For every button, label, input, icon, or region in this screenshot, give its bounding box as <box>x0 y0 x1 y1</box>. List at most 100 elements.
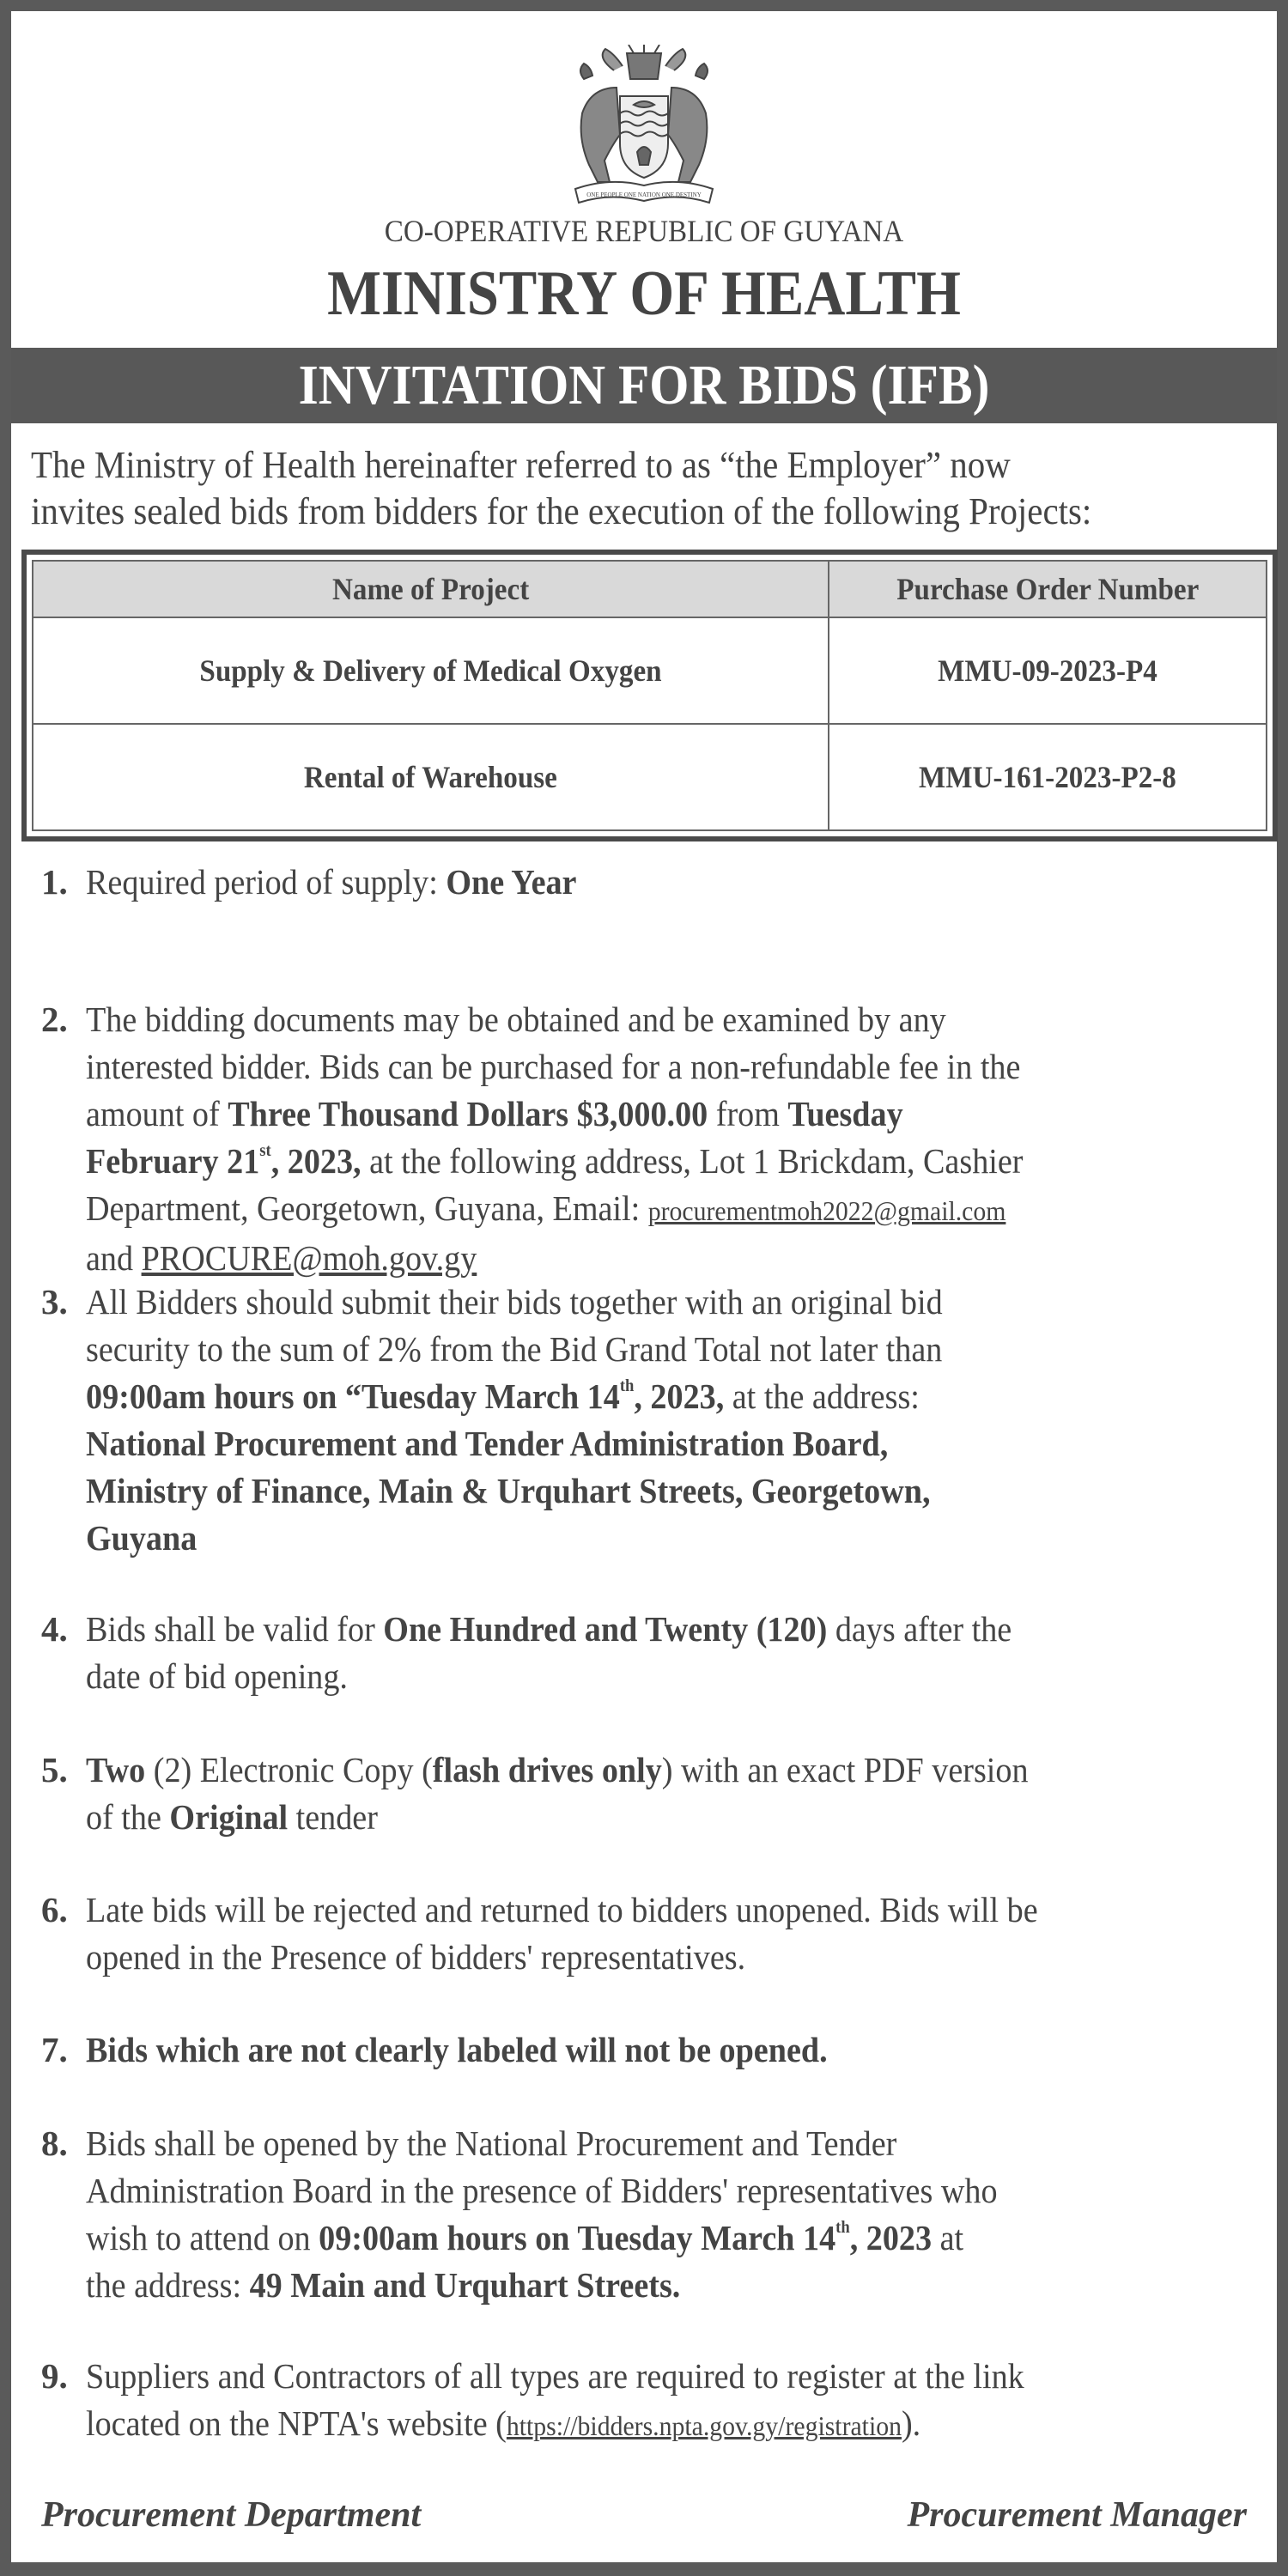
list-item-line: of the Original tender <box>86 1794 1029 1841</box>
text-segment: 09:00am hours on “Tuesday March 14 <box>86 1376 620 1416</box>
list-item-number: 8. <box>41 2123 68 2163</box>
text-segment: of the <box>86 1797 170 1837</box>
text-segment: from <box>708 1094 788 1133</box>
list-item-line: The bidding documents may be obtained an… <box>86 996 1023 1043</box>
table-row: Rental of Warehouse MMU-161-2023-P2-8 <box>32 723 1268 831</box>
text-segment: The bidding documents may be obtained an… <box>86 999 946 1039</box>
link[interactable]: procurementmoh2022@gmail.com <box>647 1195 1006 1226</box>
list-item-line: Required period of supply: One Year <box>86 859 576 906</box>
list-item-line: and PROCURE@moh.gov.gy <box>86 1235 1023 1282</box>
list-item-line: Guyana <box>86 1515 943 1562</box>
link[interactable]: https://bidders.npta.gov.gy/registration <box>506 2410 902 2441</box>
list-item-number: 2. <box>41 999 68 1039</box>
list-item-line: Late bids will be rejected and returned … <box>86 1886 1038 1934</box>
list-item-line: All Bidders should submit their bids tog… <box>86 1279 943 1326</box>
list-item-line: located on the NPTA's website (https://b… <box>86 2400 1024 2450</box>
text-segment: Bids which are not clearly labeled will … <box>86 2030 828 2069</box>
text-segment: Department, Georgetown, Guyana, Email: <box>86 1188 648 1228</box>
list-item-line: 09:00am hours on “Tuesday March 14th, 20… <box>86 1373 943 1420</box>
list-item-line: security to the sum of 2% from the Bid G… <box>86 1326 943 1373</box>
list-item-line: opened in the Presence of bidders' repre… <box>86 1934 1038 1981</box>
text-segment: Two <box>86 1750 146 1789</box>
text-segment: , 2023, <box>634 1376 725 1416</box>
text-segment: Ministry of Finance, Main & Urquhart Str… <box>86 1471 931 1510</box>
table-row: Supply & Delivery of Medical Oxygen MMU-… <box>32 617 1268 725</box>
list-item-number: 7. <box>41 2030 68 2069</box>
text-segment: Original <box>169 1797 289 1837</box>
ministry-title: MINISTRY OF HEALTH <box>327 258 961 329</box>
text-segment: Required period of supply: <box>86 862 447 902</box>
text-segment: at <box>932 2218 964 2257</box>
column-header-project: Name of Project <box>32 560 829 618</box>
text-segment: Tuesday <box>787 1094 903 1133</box>
list-item-number: 1. <box>41 862 68 902</box>
ordinal-suffix: th <box>835 2218 850 2237</box>
text-segment: date of bid opening. <box>86 1656 348 1696</box>
list-item-line: Bids shall be valid for One Hundred and … <box>86 1606 1012 1653</box>
list-item-line: Bids which are not clearly labeled will … <box>86 2026 828 2074</box>
ordinal-suffix: th <box>619 1376 635 1395</box>
list-item-number: 3. <box>41 1282 68 1321</box>
list-item-line: Bids shall be opened by the National Pro… <box>86 2120 998 2167</box>
list-item-line: date of bid opening. <box>86 1653 1012 1700</box>
project-name-cell: Rental of Warehouse <box>32 723 829 831</box>
guyana-coat-of-arms-logo: ONE PEOPLE ONE NATION ONE DESTINY <box>574 45 714 204</box>
text-segment: flash drives only <box>432 1750 662 1789</box>
text-segment: ). <box>901 2403 921 2443</box>
republic-title: CO-OPERATIVE REPUBLIC OF GUYANA <box>384 214 904 248</box>
text-segment: tender <box>288 1797 378 1837</box>
text-segment: Suppliers and Contractors of all types a… <box>86 2356 1024 2396</box>
text-segment: 09:00am hours on Tuesday March 14 <box>319 2218 836 2257</box>
text-segment: at the following address, Lot 1 Brickdam… <box>361 1141 1024 1181</box>
intro-line: invites sealed bids from bidders for the… <box>31 490 1092 532</box>
projects-table: Name of Project Purchase Order Number Su… <box>21 550 1278 841</box>
banner: INVITATION FOR BIDS (IFB) <box>11 348 1277 423</box>
intro-line: The Ministry of Health hereinafter refer… <box>31 444 1011 486</box>
text-segment: security to the sum of 2% from the Bid G… <box>86 1329 943 1369</box>
text-segment: Three Thousand Dollars $3,000.00 <box>228 1094 708 1133</box>
footer-department: Procurement Department <box>41 2495 422 2535</box>
text-segment: National Procurement and Tender Administ… <box>86 1424 889 1463</box>
text-segment: Bids shall be valid for <box>86 1609 384 1649</box>
text-segment: 49 Main and Urquhart Streets. <box>249 2265 681 2305</box>
text-segment: opened in the Presence of bidders' repre… <box>86 1937 746 1977</box>
po-number-cell: MMU-161-2023-P2-8 <box>827 723 1268 831</box>
banner-title: INVITATION FOR BIDS (IFB) <box>298 354 990 416</box>
crest-motto: ONE PEOPLE ONE NATION ONE DESTINY <box>586 191 702 198</box>
ordinal-suffix: st <box>259 1141 271 1160</box>
list-item-line: amount of Three Thousand Dollars $3,000.… <box>86 1091 1023 1138</box>
list-item-line: Ministry of Finance, Main & Urquhart Str… <box>86 1467 943 1515</box>
po-number-cell: MMU-09-2023-P4 <box>827 617 1268 725</box>
list-item-line: wish to attend on 09:00am hours on Tuesd… <box>86 2215 998 2262</box>
list-item-line: National Procurement and Tender Administ… <box>86 1420 943 1467</box>
list-item-line: Department, Georgetown, Guyana, Email: p… <box>86 1185 1023 1235</box>
text-segment: located on the NPTA's website ( <box>86 2403 507 2443</box>
text-segment: ) with an exact PDF version <box>661 1750 1029 1789</box>
text-segment: , 2023, <box>270 1141 361 1181</box>
list-item-line: Suppliers and Contractors of all types a… <box>86 2353 1024 2400</box>
text-segment: Bids shall be opened by the National Pro… <box>86 2123 897 2163</box>
text-segment: interested bidder. Bids can be purchased… <box>86 1047 1021 1086</box>
table-header-row: Name of Project Purchase Order Number <box>32 560 1268 618</box>
list-item-number: 4. <box>41 1609 68 1649</box>
text-segment: All Bidders should submit their bids tog… <box>86 1282 943 1321</box>
list-item-line: Administration Board in the presence of … <box>86 2167 998 2215</box>
text-segment: One Hundred and Twenty (120) <box>383 1609 828 1649</box>
text-segment: , 2023 <box>849 2218 933 2257</box>
footer-manager: Procurement Manager <box>907 2495 1247 2535</box>
list-item-number: 6. <box>41 1890 68 1929</box>
text-segment: days after the <box>827 1609 1012 1649</box>
text-segment: and <box>86 1238 142 1278</box>
text-segment: Administration Board in the presence of … <box>86 2171 998 2210</box>
text-segment: amount of <box>86 1094 228 1133</box>
list-item-line: interested bidder. Bids can be purchased… <box>86 1043 1023 1091</box>
text-segment: wish to attend on <box>86 2218 319 2257</box>
list-item-number: 9. <box>41 2356 68 2396</box>
link[interactable]: PROCURE@moh.gov.gy <box>141 1238 477 1278</box>
text-segment: the address: <box>86 2265 250 2305</box>
list-item-line: Two (2) Electronic Copy (flash drives on… <box>86 1747 1029 1794</box>
column-header-po-number: Purchase Order Number <box>827 560 1268 618</box>
text-segment: One Year <box>446 862 577 902</box>
list-item-line: the address: 49 Main and Urquhart Street… <box>86 2262 998 2309</box>
